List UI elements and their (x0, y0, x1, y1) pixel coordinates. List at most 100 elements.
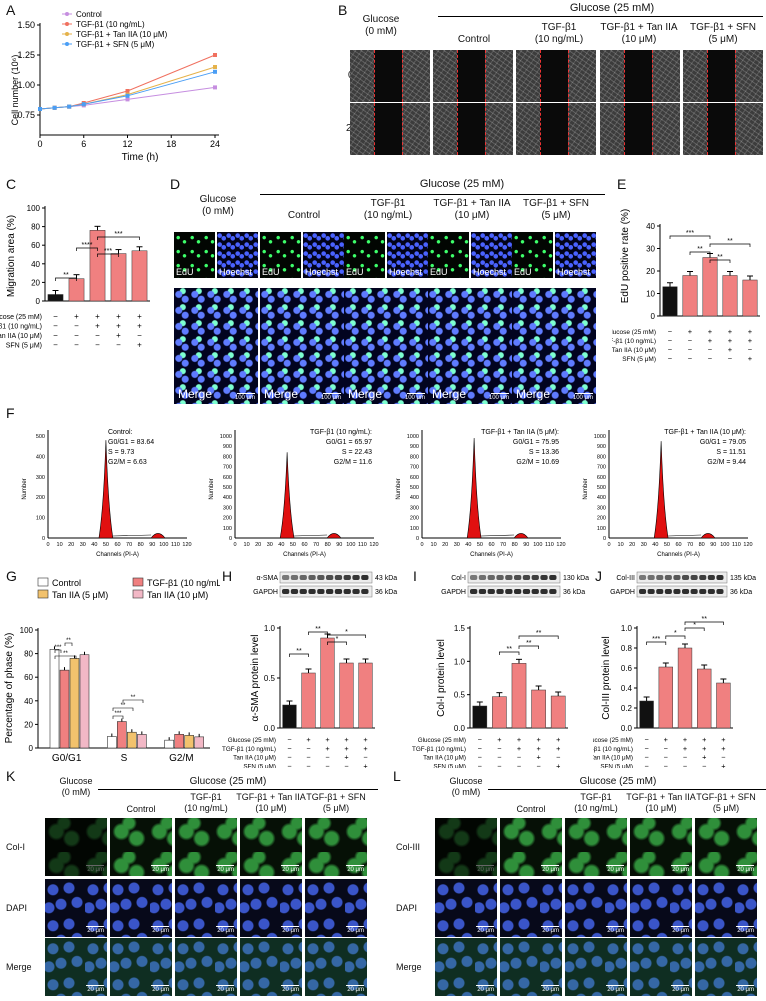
bar (722, 275, 738, 317)
condition-mark: + (728, 345, 733, 354)
hist-xtick-label: 90 (710, 542, 716, 548)
blot-band (690, 589, 698, 594)
condition-mark: − (95, 331, 100, 340)
condition-label: TGF-β1 (10 ng/mL) (0, 324, 42, 331)
condition-mark: + (721, 735, 725, 744)
condition-mark: − (664, 761, 668, 768)
blot-band (549, 575, 557, 580)
hist-xtick-label: 30 (267, 542, 273, 548)
g-legend-swatch (132, 589, 144, 599)
bar-ytick-label: 0.5 (264, 674, 276, 683)
condition-label: Glucose (25 mM) (418, 737, 466, 744)
bar-ytick-label: 1.5 (454, 624, 466, 633)
if-image: 20 μm (500, 818, 562, 876)
panel-b-header: Glucose (25 mM) (569, 2, 655, 14)
hist-ytick-label: 500 (410, 485, 419, 491)
scale-label: 20 μm (282, 928, 299, 934)
blot-band (352, 575, 360, 580)
hist-xtick-label: 100 (720, 542, 729, 548)
scale-bar (346, 985, 364, 986)
condition-mark: − (344, 761, 348, 768)
hist-ytick-label: 500 (223, 485, 232, 491)
condition-mark: − (721, 753, 725, 762)
g-legend-label: Tan IIA (10 μM) (147, 590, 208, 600)
condition-mark: + (683, 735, 687, 744)
wound-edge-left (540, 50, 541, 102)
panel-a-ylabel: Cell number (10⁶) (10, 55, 20, 126)
condition-mark: + (363, 744, 367, 753)
g-bar (59, 669, 70, 749)
hist-title: TGF-β1 + Tan IIA (10 μM): (664, 429, 746, 436)
condition-mark: − (644, 753, 648, 762)
g-sig-bracket (64, 642, 73, 646)
merge-image: Merge 100 μm (512, 288, 596, 404)
condition-mark: + (536, 753, 540, 762)
if-image: 20 μm (630, 938, 692, 996)
blot-label: GAPDH (441, 589, 466, 596)
blot-band (334, 575, 343, 580)
scale-bar (86, 985, 104, 986)
hist-g0g1: G0/G1 = 65.97 (326, 439, 372, 446)
hist-g2m: G2/M = 6.63 (108, 459, 147, 466)
scale-label: 20 μm (477, 928, 494, 934)
if-row-label: Col-III (396, 842, 421, 852)
condition-mark: − (644, 761, 648, 768)
bar (89, 230, 106, 302)
edu-image: EdU (260, 232, 301, 278)
scale-label: 20 μm (217, 928, 234, 934)
blot-band (540, 589, 548, 594)
wound-gap (457, 103, 485, 155)
blot-band (690, 575, 698, 580)
condition-mark: − (728, 354, 733, 363)
hist-ylabel: Number (22, 478, 28, 499)
sig-bracket (55, 277, 77, 281)
scale-label: 20 μm (152, 867, 169, 873)
blot-kda: 36 kDa (375, 589, 397, 596)
if-image: 20 μm (240, 879, 302, 937)
scale-label: 100 μm (488, 395, 509, 401)
g-bar (164, 739, 174, 749)
bar (639, 700, 654, 729)
panel-a-line-chart: 0.75 1.00 1.25 1.50 0 6 12 18 24 Cell number (10… (10, 10, 220, 163)
blot-band (716, 589, 724, 594)
hoechst-label: Hoechst (219, 267, 253, 277)
hist-xtick-label: 40 (278, 542, 284, 548)
condition-mark: − (53, 312, 58, 321)
g-sig-stars: ** (121, 703, 126, 709)
hist-xtick-label: 0 (607, 542, 610, 548)
scale-label: 20 μm (542, 987, 559, 993)
if-image: 20 μm (500, 879, 562, 937)
bar-ytick-label: 20 (646, 267, 655, 276)
scale-label: 100 μm (404, 395, 425, 401)
if-header-line (98, 789, 378, 790)
scale-label: 20 μm (217, 987, 234, 993)
hist-g2m: G2/M = 9.44 (707, 459, 746, 466)
bar (682, 275, 698, 317)
merge-image: Merge 100 μm (428, 288, 512, 404)
condition-mark: + (536, 735, 540, 744)
condition-mark: − (748, 345, 753, 354)
bar-ytick-label: 0.8 (621, 644, 633, 653)
wound-image (516, 103, 596, 155)
condition-mark: − (95, 341, 100, 350)
g-ytick-label: 0 (29, 744, 34, 753)
blot-band (478, 589, 487, 594)
sig-bracket (327, 641, 347, 645)
hist-xlabel: Channels (PI-A) (283, 552, 326, 558)
condition-label: TGF-β1 (10 ng/mL) (612, 338, 656, 345)
g-sig-bracket (112, 707, 134, 711)
panel-a-legend-marker (65, 22, 69, 26)
blot-band (299, 575, 307, 580)
condition-mark: − (306, 761, 310, 768)
histogram-1: 0 100 200 300 400 500 600 700 800 900 1000 0 10 20 30 4… (209, 429, 379, 558)
if-col-header: Glucose (0 mM) (59, 776, 93, 797)
scale-bar (323, 393, 341, 394)
if-col-header: Glucose (0 mM) (449, 776, 483, 797)
g-bar (184, 735, 194, 749)
sig-bracket (684, 627, 705, 631)
hist-ytick-label: 800 (597, 454, 606, 460)
scale-label: 20 μm (347, 867, 364, 873)
wound-edge-right (568, 50, 569, 102)
panel-a-xtick-label: 0 (37, 139, 42, 149)
sig-stars: * (693, 622, 696, 629)
